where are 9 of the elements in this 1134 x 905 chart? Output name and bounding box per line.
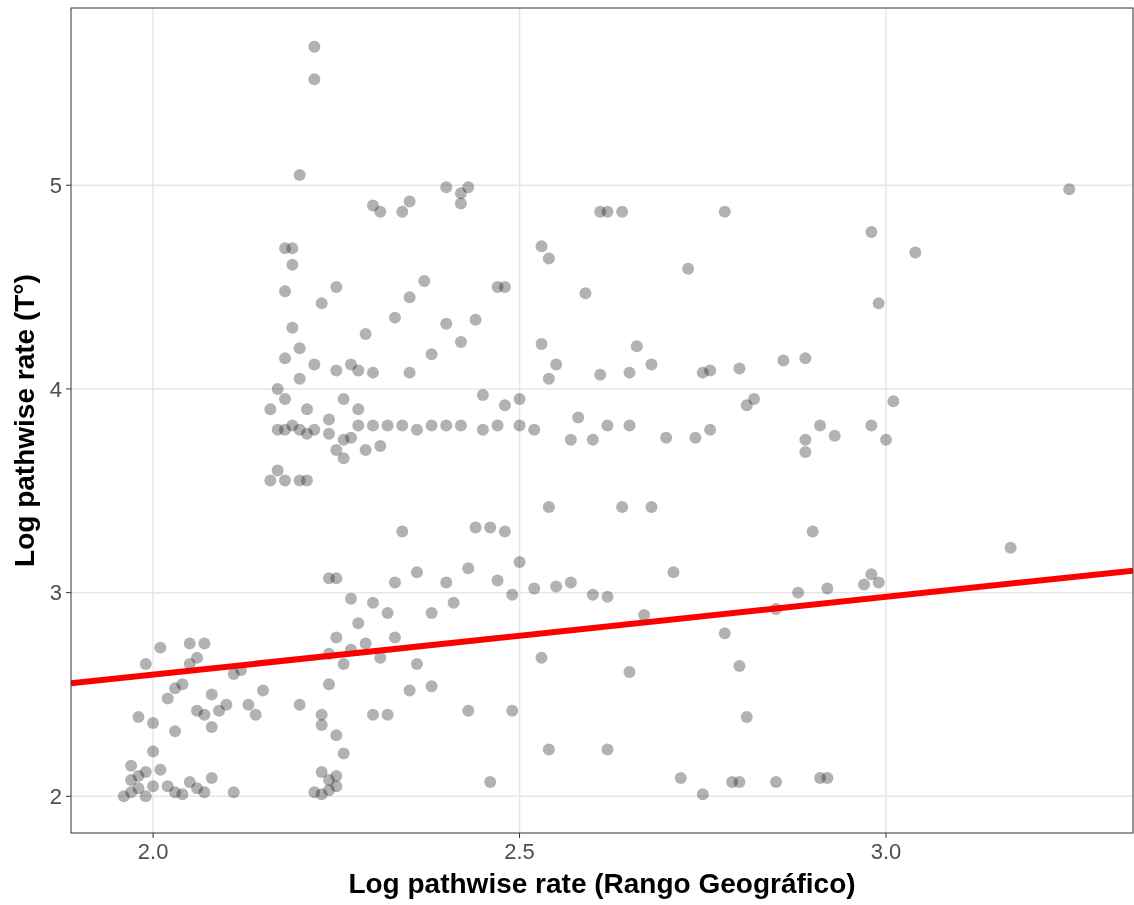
y-tick-label: 2 <box>49 784 62 810</box>
x-axis-title: Log pathwise rate (Rango Geográfico) <box>348 868 856 899</box>
y-tick-label: 3 <box>49 580 62 606</box>
y-axis-title: Log pathwise rate (T°) <box>9 274 40 567</box>
x-tick-label: 2.5 <box>504 839 535 864</box>
x-tick-label: 2.0 <box>137 839 169 864</box>
y-tick-label: 5 <box>49 172 62 198</box>
y-tick-label: 4 <box>49 376 62 402</box>
x-tick-label: 3.0 <box>870 839 902 864</box>
